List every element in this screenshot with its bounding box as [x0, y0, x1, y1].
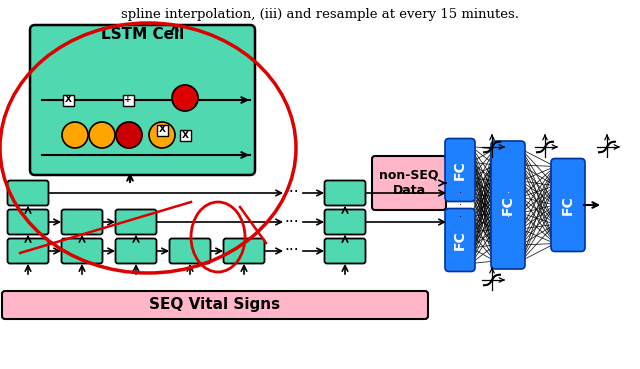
Text: FC: FC [453, 160, 467, 180]
Text: non-SEQ
Data: non-SEQ Data [380, 169, 439, 197]
FancyBboxPatch shape [115, 210, 157, 235]
FancyBboxPatch shape [63, 94, 74, 106]
FancyBboxPatch shape [61, 238, 102, 263]
FancyBboxPatch shape [61, 210, 102, 235]
Circle shape [172, 85, 198, 111]
Circle shape [149, 122, 175, 148]
FancyBboxPatch shape [115, 238, 157, 263]
Circle shape [89, 122, 115, 148]
FancyBboxPatch shape [223, 238, 264, 263]
Text: X: X [159, 125, 166, 134]
Text: ·
·
·: · · · [506, 189, 509, 222]
FancyBboxPatch shape [8, 238, 49, 263]
Text: ·
·
·: · · · [458, 189, 461, 222]
Text: ···: ··· [285, 244, 300, 259]
FancyBboxPatch shape [122, 94, 134, 106]
Text: +: + [124, 96, 132, 104]
FancyBboxPatch shape [491, 141, 525, 269]
Text: LSTM Cell: LSTM Cell [101, 27, 184, 42]
Text: spline interpolation, (iii) and resample at every 15 minutes.: spline interpolation, (iii) and resample… [121, 8, 519, 21]
Text: ···: ··· [285, 186, 300, 200]
FancyBboxPatch shape [324, 210, 365, 235]
Text: X: X [182, 131, 189, 139]
FancyBboxPatch shape [170, 238, 211, 263]
FancyBboxPatch shape [445, 138, 475, 201]
Circle shape [116, 122, 142, 148]
Text: X: X [65, 96, 72, 104]
FancyBboxPatch shape [445, 208, 475, 272]
FancyBboxPatch shape [551, 159, 585, 252]
FancyBboxPatch shape [324, 180, 365, 206]
Circle shape [62, 122, 88, 148]
FancyBboxPatch shape [2, 291, 428, 319]
FancyBboxPatch shape [324, 238, 365, 263]
FancyBboxPatch shape [372, 156, 446, 210]
FancyBboxPatch shape [8, 180, 49, 206]
Text: ···: ··· [285, 214, 300, 230]
FancyBboxPatch shape [157, 124, 168, 135]
Text: SEQ Vital Signs: SEQ Vital Signs [149, 297, 280, 313]
FancyBboxPatch shape [179, 130, 191, 141]
Text: FC: FC [561, 195, 575, 215]
Text: FC: FC [501, 195, 515, 215]
FancyBboxPatch shape [30, 25, 255, 175]
Text: FC: FC [453, 230, 467, 250]
FancyBboxPatch shape [8, 210, 49, 235]
